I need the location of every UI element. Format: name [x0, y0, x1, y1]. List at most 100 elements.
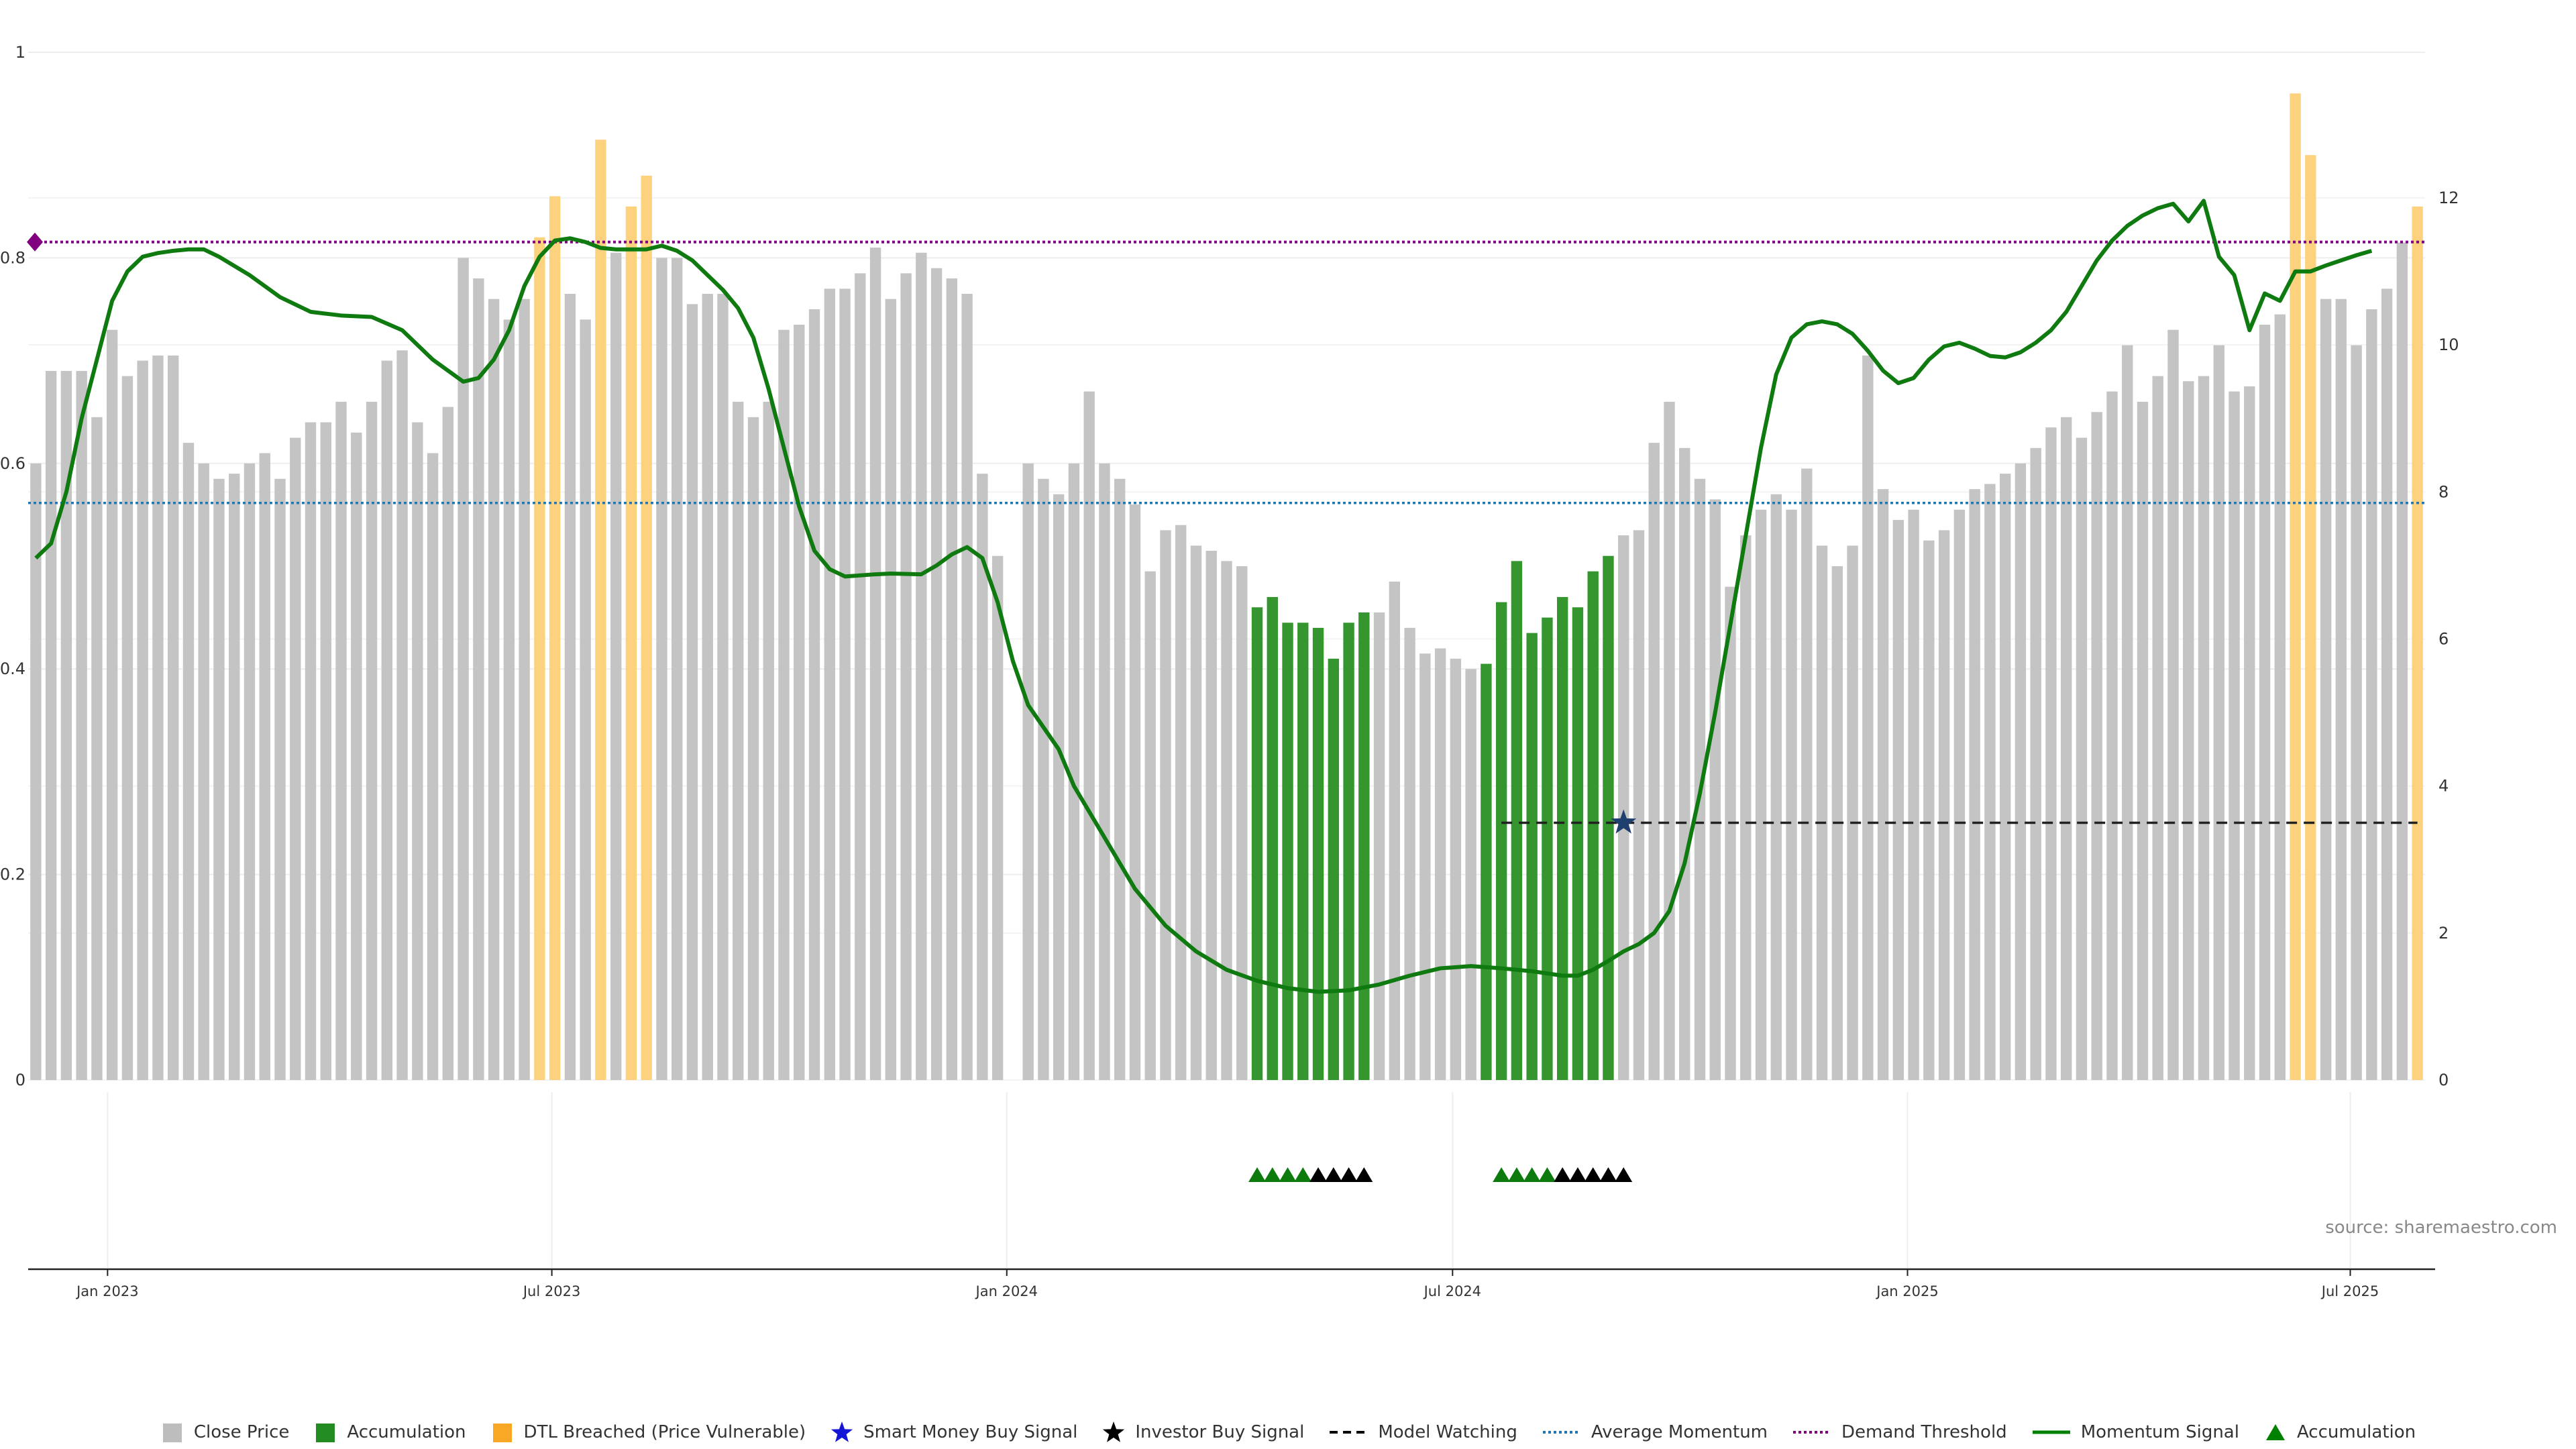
price-bar: [60, 370, 72, 1081]
price-bar: [747, 417, 759, 1080]
price-bar: [1801, 468, 1813, 1080]
price-bar: [2167, 329, 2179, 1080]
price-bar: [2076, 437, 2088, 1080]
price-bar: [2396, 242, 2408, 1080]
price-bar: [351, 432, 362, 1080]
right-axis-tick: 12: [2438, 189, 2459, 207]
accumulation-marker: [1507, 1167, 1525, 1182]
price-bar: [45, 370, 57, 1081]
right-axis-tick: 8: [2438, 482, 2449, 501]
accumulation-marker: [1294, 1167, 1312, 1182]
price-bar: [1450, 658, 1462, 1080]
price-bar: [442, 407, 454, 1080]
price-bar: [1618, 535, 1629, 1080]
legend-label: Accumulation: [2296, 1422, 2416, 1442]
price-bar: [1328, 658, 1339, 1080]
x-axis-tick: Jan 2024: [975, 1283, 1038, 1299]
price-bar: [1481, 663, 1492, 1080]
price-bar: [182, 443, 195, 1080]
left-axis-tick: 0.2: [0, 865, 25, 884]
price-bar: [1358, 612, 1370, 1080]
price-bar: [1938, 530, 1950, 1080]
price-bar: [488, 299, 500, 1081]
price-bar: [549, 196, 561, 1081]
price-bar: [900, 273, 912, 1080]
price-bar: [1984, 484, 1996, 1080]
price-bar: [1770, 494, 1782, 1080]
price-bar: [1251, 607, 1263, 1080]
star-swatch: [830, 1421, 853, 1442]
price-bar: [2045, 427, 2057, 1080]
price-bar: [412, 422, 423, 1080]
legend-item: Momentum Signal: [2031, 1421, 2239, 1443]
dot-swatch: [1542, 1431, 1580, 1434]
price-bar: [473, 278, 484, 1080]
price-bar: [2229, 391, 2240, 1080]
square-swatch: [316, 1424, 335, 1442]
price-bar: [717, 294, 729, 1080]
left-axis-tick: 0.6: [0, 454, 25, 473]
price-bar: [824, 288, 835, 1080]
price-bar: [503, 319, 515, 1080]
legend-item: Model Watching: [1328, 1421, 1517, 1443]
accumulation-marker: [1355, 1167, 1373, 1182]
accumulation-marker: [1248, 1167, 1267, 1182]
accumulation-marker: [1324, 1167, 1342, 1182]
price-bar: [2091, 412, 2102, 1080]
accumulation-marker: [1538, 1167, 1556, 1182]
price-bar: [1267, 596, 1278, 1080]
square-swatch: [492, 1424, 512, 1442]
accumulation-marker: [1493, 1167, 1511, 1182]
price-bar: [2366, 309, 2377, 1080]
price-bar: [2030, 447, 2041, 1080]
price-bar: [1038, 478, 1049, 1080]
price-bar: [1068, 463, 1080, 1080]
price-bar: [839, 288, 851, 1080]
price-bar: [625, 206, 637, 1080]
legend-label: Close Price: [193, 1422, 290, 1442]
price-bar: [76, 370, 87, 1081]
price-bar: [381, 360, 393, 1080]
price-bar: [1205, 551, 1217, 1080]
price-bar: [1511, 561, 1523, 1080]
price-bar: [1556, 596, 1568, 1080]
x-axis-tick: Jan 2023: [75, 1283, 139, 1299]
accumulation-marker: [1279, 1167, 1297, 1182]
price-bar: [1175, 525, 1187, 1080]
right-axis-tick: 4: [2438, 777, 2449, 796]
right-axis-tick: 10: [2438, 335, 2459, 354]
price-bar: [869, 248, 881, 1081]
price-bar: [1129, 504, 1141, 1080]
price-bar: [794, 324, 805, 1081]
price-bar: [702, 294, 713, 1080]
price-bar: [366, 401, 378, 1080]
price-bar: [946, 278, 958, 1080]
legend-label: Accumulation: [347, 1422, 466, 1442]
left-axis-tick: 0.8: [0, 248, 25, 267]
legend-item: Average Momentum: [1542, 1421, 1768, 1443]
right-axis-tick: 0: [2438, 1071, 2449, 1089]
price-bar: [580, 319, 591, 1080]
momentum-signal-line: [34, 199, 2373, 994]
legend-item: DTL Breached (Price Vulnerable): [490, 1421, 806, 1443]
price-bar: [1526, 633, 1538, 1080]
price-bar: [121, 376, 133, 1080]
accumulation-marker: [1615, 1167, 1633, 1182]
price-bar: [1633, 530, 1645, 1080]
price-bar: [1434, 648, 1446, 1080]
price-bar: [2213, 345, 2224, 1080]
price-bar: [1862, 355, 1874, 1081]
price-bar: [2290, 93, 2301, 1080]
price-bar: [1282, 623, 1293, 1080]
price-bar: [1373, 612, 1385, 1080]
price-bar: [2152, 376, 2163, 1080]
price-bar: [1542, 617, 1553, 1080]
price-bar: [1312, 627, 1324, 1080]
price-bar: [2183, 381, 2194, 1080]
price-bar: [1664, 401, 1675, 1080]
price-bar: [1022, 463, 1034, 1080]
x-axis-tick: Jul 2023: [522, 1283, 580, 1299]
price-bar: [656, 258, 667, 1080]
price-bar: [229, 474, 240, 1080]
price-bar: [320, 422, 331, 1080]
